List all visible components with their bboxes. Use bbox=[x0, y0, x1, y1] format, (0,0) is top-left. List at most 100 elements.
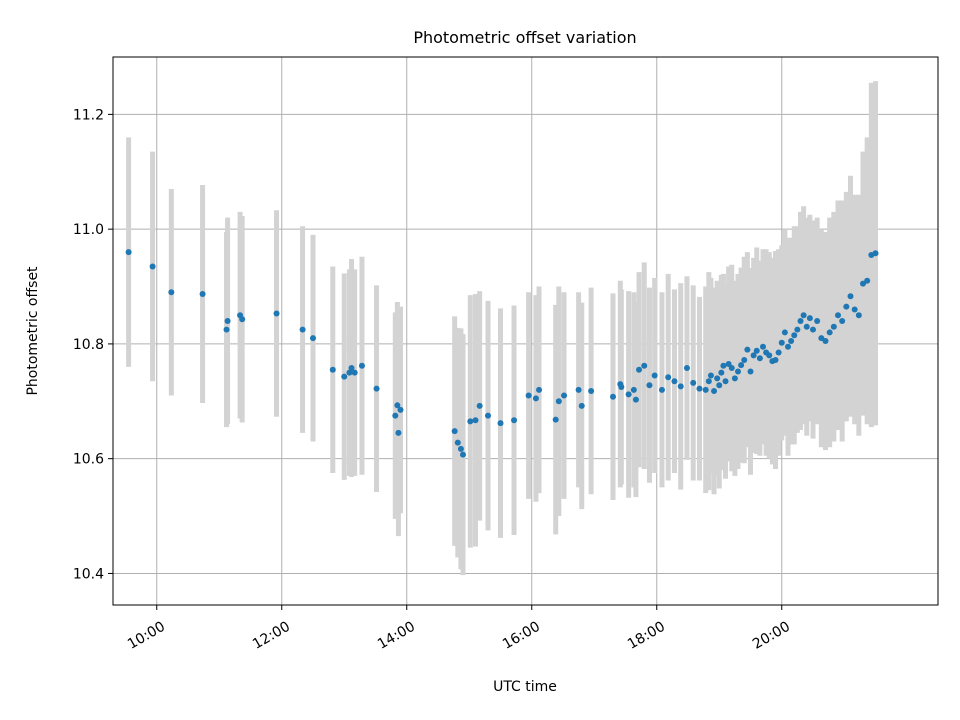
data-point bbox=[273, 310, 280, 317]
data-point bbox=[552, 416, 559, 423]
data-point bbox=[467, 418, 474, 425]
data-point bbox=[497, 420, 504, 427]
data-point bbox=[636, 366, 643, 373]
data-point bbox=[625, 391, 632, 398]
data-point bbox=[588, 387, 595, 394]
data-point bbox=[485, 412, 491, 419]
data-point bbox=[476, 402, 483, 409]
data-point bbox=[772, 356, 779, 363]
data-point bbox=[778, 339, 785, 346]
data-point bbox=[671, 378, 678, 385]
x-axis-label: UTC time bbox=[493, 679, 557, 695]
data-point bbox=[392, 412, 399, 419]
data-point bbox=[651, 372, 658, 379]
data-point bbox=[722, 378, 729, 385]
data-point bbox=[239, 316, 246, 323]
data-point bbox=[720, 362, 727, 369]
data-point bbox=[578, 402, 585, 409]
data-point bbox=[690, 379, 697, 386]
y-axis-ticks: 10.4 10.6 10.8 11.0 11.2 bbox=[73, 107, 113, 582]
data-point bbox=[224, 317, 231, 324]
data-point bbox=[711, 387, 718, 394]
data-point bbox=[750, 352, 757, 359]
data-point bbox=[610, 393, 616, 400]
data-point bbox=[646, 382, 653, 389]
data-point bbox=[843, 303, 850, 310]
data-point bbox=[532, 395, 539, 402]
data-point bbox=[791, 332, 798, 339]
data-point bbox=[753, 347, 760, 354]
data-point bbox=[575, 386, 582, 393]
data-point bbox=[760, 343, 766, 350]
data-point bbox=[855, 312, 862, 319]
data-point bbox=[702, 386, 709, 393]
data-point bbox=[731, 375, 738, 382]
data-point bbox=[168, 289, 175, 296]
data-point bbox=[794, 326, 801, 333]
data-point bbox=[299, 326, 306, 333]
data-point bbox=[756, 355, 763, 362]
data-point bbox=[835, 312, 841, 319]
data-point bbox=[851, 306, 858, 313]
data-point bbox=[199, 290, 206, 297]
data-point bbox=[847, 293, 854, 300]
data-point bbox=[351, 369, 358, 376]
data-point bbox=[457, 445, 464, 452]
data-point bbox=[738, 362, 745, 369]
data-point bbox=[822, 338, 829, 345]
data-point bbox=[397, 406, 404, 413]
data-point bbox=[125, 249, 132, 256]
data-point bbox=[735, 368, 741, 375]
data-point bbox=[826, 329, 833, 336]
y-tick-label: 11.0 bbox=[73, 222, 104, 238]
data-point bbox=[511, 417, 518, 424]
data-point bbox=[741, 356, 748, 363]
data-point bbox=[707, 372, 714, 379]
data-point bbox=[451, 428, 458, 435]
data-point bbox=[618, 383, 625, 390]
data-point bbox=[683, 365, 690, 372]
data-point bbox=[839, 317, 846, 324]
data-point bbox=[149, 263, 156, 270]
data-point bbox=[800, 312, 807, 319]
plot-area-frame bbox=[112, 56, 939, 606]
data-point bbox=[705, 378, 712, 385]
data-point bbox=[310, 335, 316, 342]
data-point bbox=[358, 362, 365, 369]
data-point bbox=[775, 349, 782, 356]
data-point bbox=[630, 386, 637, 393]
data-point bbox=[696, 385, 703, 392]
data-point bbox=[788, 338, 795, 345]
y-tick-label: 11.2 bbox=[73, 107, 104, 123]
data-point bbox=[744, 346, 751, 353]
data-point bbox=[394, 402, 401, 409]
data-point bbox=[872, 250, 879, 257]
data-point bbox=[677, 383, 684, 390]
data-point bbox=[728, 365, 735, 372]
data-point bbox=[803, 323, 810, 330]
data-point bbox=[766, 352, 773, 359]
data-point bbox=[785, 343, 791, 350]
data-point bbox=[810, 326, 816, 333]
data-point bbox=[658, 386, 665, 393]
data-point bbox=[665, 374, 672, 381]
data-point bbox=[329, 366, 336, 373]
data-point bbox=[632, 396, 639, 403]
data-point bbox=[718, 369, 725, 376]
data-point bbox=[341, 373, 348, 380]
data-point bbox=[346, 369, 353, 376]
data-point bbox=[555, 398, 562, 405]
data-point bbox=[373, 385, 380, 392]
data-point bbox=[561, 392, 568, 399]
data-point bbox=[536, 386, 543, 393]
data-point bbox=[460, 451, 466, 458]
data-point bbox=[747, 368, 754, 375]
data-point bbox=[525, 392, 532, 399]
data-point bbox=[781, 329, 788, 336]
data-point bbox=[830, 323, 837, 330]
data-point bbox=[814, 317, 821, 324]
data-point bbox=[395, 429, 402, 436]
y-tick-label: 10.4 bbox=[73, 566, 104, 582]
data-point bbox=[797, 317, 804, 324]
